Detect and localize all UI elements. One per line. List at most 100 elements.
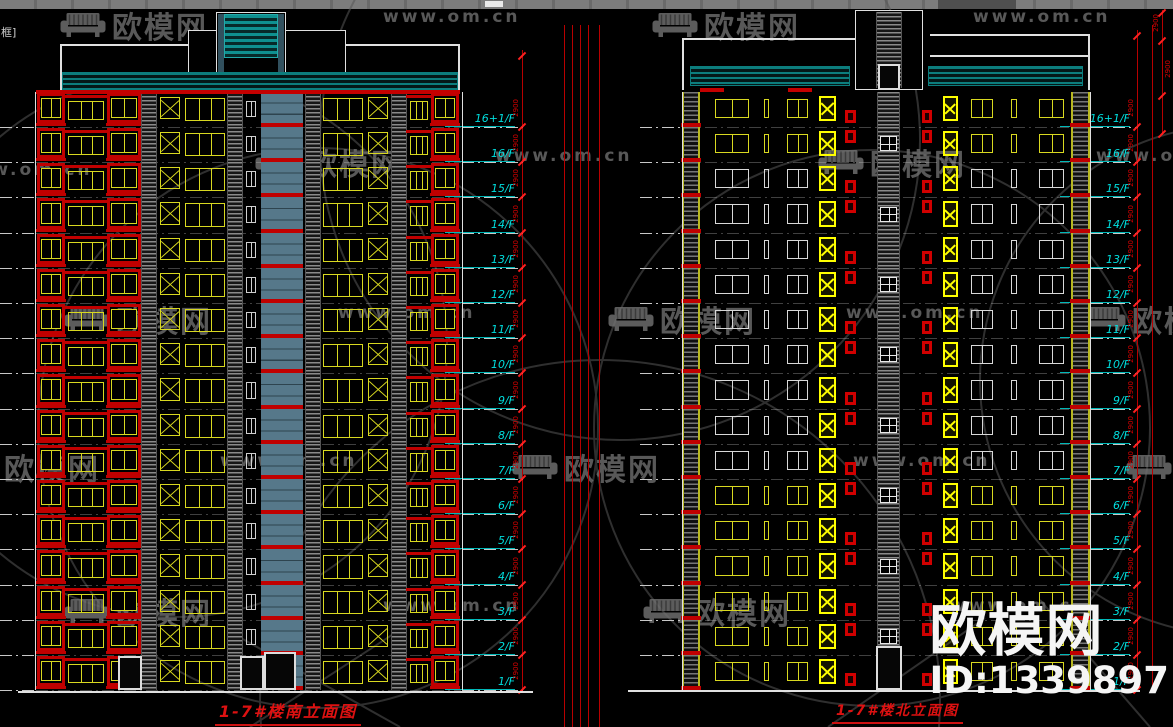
facade-cell-edge_n [681,303,701,339]
facade-cell-ywin_red [64,92,108,127]
facade-cell-xwin_bright [941,268,960,303]
floor-label: 8/F [445,429,515,444]
floor-line [1091,267,1138,269]
drawing-shape-wline [1088,34,1090,90]
facade-cell-wwin [243,409,259,444]
facade-cell-redsq [920,479,934,514]
facade-cell-hatch [391,584,407,620]
facade-cell-nwin_narrow [760,92,773,127]
floor-line-facade [36,232,461,234]
watermark-tile: www.om.cn [846,303,984,323]
facade-cell-redsq [843,197,858,232]
floor-line [0,303,36,304]
dim-value: 2900 [1127,310,1135,329]
facade-cell-nwin [784,127,811,162]
facade-cell-hatch [305,584,321,620]
floor-line [640,408,683,410]
facade-cell-wwin [243,514,259,549]
facade-cell-hatch [305,479,321,515]
facade-cell-ywin [321,549,365,584]
facade-cell-glaze [259,549,305,585]
floor-line [640,373,683,375]
floor-line [1091,408,1138,410]
facade-cell-xwin_bright [817,655,838,690]
facade-cell-nwin_narrow [760,373,773,408]
floor-label: 16/F [1060,148,1130,163]
floor-line [462,584,523,586]
facade-cell-hatch [391,303,407,339]
sofa-icon [608,307,654,331]
facade-cell-glaze [259,443,305,479]
facade-cell-nwin_narrow [1008,479,1020,514]
dim-value: 2900 [1127,99,1135,117]
facade-cell-ywin [321,585,365,620]
facade-cell-nwin [968,585,996,620]
facade-cell-glaze [259,373,305,409]
toolbar-segment [938,0,1016,9]
facade-cell-nwin [784,444,811,479]
dim-tick [1157,129,1167,139]
facade-cell-hatch_c [877,549,900,585]
facade-cell-redwin [36,549,66,584]
floor-line [462,619,523,621]
facade-cell-glaze [259,514,305,550]
floor-line-facade [36,373,461,375]
facade-cell-xwin [365,620,391,655]
facade-cell-glaze [259,127,305,163]
floor-line [1091,479,1138,480]
facade-cell-redwin [106,92,142,127]
facade-cell-glaze [259,338,305,374]
facade-cell-edge_n [681,162,701,198]
facade-cell-nwin [968,162,996,197]
facade-cell-nwin_narrow [1008,585,1020,620]
floor-label: 10/F [445,359,515,374]
facade-cell-redsq [920,409,934,444]
facade-cell-xwin_bright [817,479,838,514]
facade-cell-redwin [430,479,460,514]
facade-cell-hatch [141,408,157,444]
facade-cell-ywin_red [64,620,108,655]
facade-cell-nwin [1036,444,1067,479]
facade-cell-redwin [106,373,142,408]
facade-cell-ywin [321,479,365,514]
floor-line [640,479,683,480]
facade-cell-hatch [305,373,321,409]
facade-cell-hatch_c [877,162,900,198]
floor-label: 11/F [445,324,515,339]
facade-cell-xwin_bright [941,162,960,197]
dim-value: 2900 [512,99,520,117]
facade-cell-ywin_red [406,92,432,127]
facade-cell-nwin [784,620,811,655]
facade-cell-xwin_bright [941,233,960,268]
dim-value: 2900 [1164,60,1172,78]
facade-cell-redwin [106,303,142,338]
facade-cell-xwin_bright [817,338,838,373]
sofa-icon [60,13,106,37]
floor-line [640,549,683,551]
facade-cell-ywin [183,655,227,690]
facade-cell-ywin [183,549,227,584]
facade-cell-ywin_red [406,373,432,408]
floor-label: 6/F [445,500,515,515]
facade-cell-ywin [183,444,227,479]
facade-cell-xwin_bright [817,620,838,655]
sofa-icon [643,599,689,623]
dim-value: 2900 [1127,204,1135,223]
facade-cell-hatch [227,408,243,444]
facade-cell-wwin [243,303,259,338]
facade-cell-nwin_narrow [1008,373,1020,408]
floor-line [640,443,683,445]
facade-cell-ywin_red [64,127,108,162]
floor-line [462,127,523,128]
facade-cell-hatch_c [877,338,900,374]
facade-cell-glaze [259,232,305,268]
facade-cell-xwin_bright [941,409,960,444]
floor-line [0,655,36,656]
facade-cell-nwin [1036,162,1067,197]
facade-cell-ywin_red [406,479,432,514]
dim-value: 2900 [1127,134,1135,153]
floor-line [640,514,683,516]
facade-cell-nwin_narrow [1008,197,1020,232]
facade-cell-nwin_narrow [1008,127,1020,162]
